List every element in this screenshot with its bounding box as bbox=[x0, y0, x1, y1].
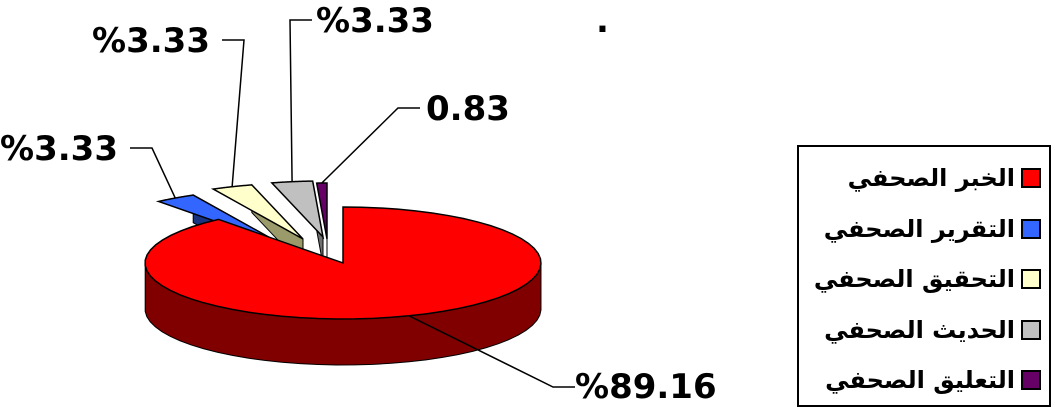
slice-top-news bbox=[144, 206, 542, 320]
slice-news bbox=[144, 206, 542, 366]
data-label-report: %3.33 bbox=[0, 129, 118, 169]
legend: الخبر الصحفي التقرير الصحفي التحقيق الصح… bbox=[797, 145, 1051, 407]
legend-item-commentary: التعليق الصحفي bbox=[799, 355, 1041, 406]
legend-label-report: التقرير الصحفي bbox=[823, 214, 1015, 243]
leader-line-investigation bbox=[222, 39, 245, 187]
leader-line-commentary bbox=[321, 107, 420, 184]
legend-label-news: الخبر الصحفي bbox=[847, 164, 1015, 193]
data-label-news: %89.16 bbox=[575, 367, 717, 407]
legend-swatch-news bbox=[1021, 168, 1041, 189]
legend-swatch-report bbox=[1021, 218, 1041, 239]
legend-item-news: الخبر الصحفي bbox=[799, 153, 1041, 204]
data-label-interview: %3.33 bbox=[316, 1, 434, 41]
slice-top-interview bbox=[270, 180, 325, 240]
stray-dot: . bbox=[596, 1, 609, 41]
leader-line-news bbox=[408, 315, 575, 388]
leader-line-report bbox=[130, 147, 176, 199]
legend-label-commentary: التعليق الصحفي bbox=[825, 366, 1015, 395]
data-label-commentary: 0.83 bbox=[426, 89, 510, 129]
legend-swatch-interview bbox=[1021, 319, 1041, 340]
legend-label-investigation: التحقيق الصحفي bbox=[813, 265, 1015, 294]
leader-line-interview bbox=[289, 19, 312, 182]
legend-item-interview: الحديث الصحفي bbox=[799, 305, 1041, 356]
legend-item-investigation: التحقيق الصحفي bbox=[799, 254, 1041, 305]
legend-label-interview: الحديث الصحفي bbox=[824, 315, 1015, 344]
legend-swatch-investigation bbox=[1021, 269, 1041, 290]
data-label-investigation: %3.33 bbox=[92, 21, 210, 61]
legend-swatch-commentary bbox=[1021, 370, 1041, 391]
legend-item-report: التقرير الصحفي bbox=[799, 204, 1041, 255]
